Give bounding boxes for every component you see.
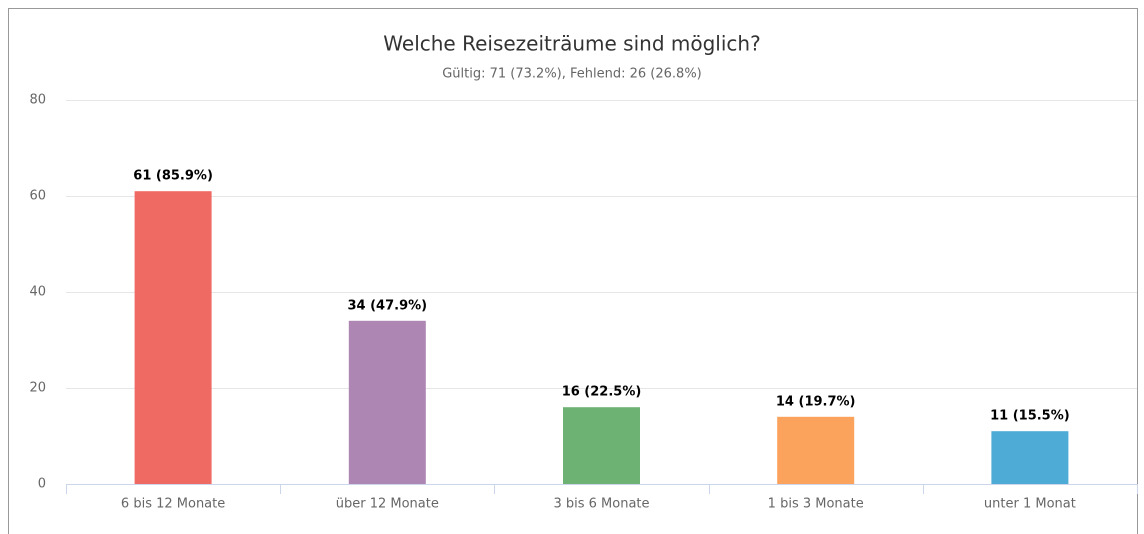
chart-subtitle: Gültig: 71 (73.2%), Fehlend: 26 (26.8%) [442, 67, 702, 82]
data-label: 14 (19.7%) [776, 394, 856, 409]
y-tick-label: 0 [38, 477, 46, 492]
data-label: 11 (15.5%) [990, 409, 1070, 424]
bar [348, 320, 426, 484]
bar [134, 191, 212, 484]
data-label: 34 (47.9%) [347, 298, 427, 313]
x-tick-label: 3 bis 6 Monate [553, 497, 649, 512]
data-label: 61 (85.9%) [133, 169, 213, 184]
chart-frame [8, 8, 1138, 534]
data-label: 16 (22.5%) [562, 385, 642, 400]
x-tick-label: über 12 Monate [336, 497, 439, 512]
bar [777, 416, 855, 484]
x-tick-label: 1 bis 3 Monate [768, 497, 864, 512]
y-tick-label: 40 [29, 285, 46, 300]
bar [563, 407, 640, 484]
x-tick-label: unter 1 Monat [984, 497, 1076, 512]
y-tick-label: 80 [29, 93, 46, 108]
chart-title: Welche Reisezeiträume sind möglich? [383, 32, 760, 56]
y-tick-label: 20 [29, 381, 46, 396]
y-tick-label: 60 [29, 189, 46, 204]
bar [991, 431, 1069, 484]
x-tick-label: 6 bis 12 Monate [121, 497, 225, 512]
